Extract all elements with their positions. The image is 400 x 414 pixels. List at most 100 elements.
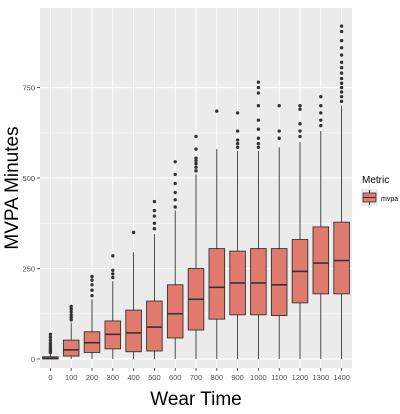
box-iqr bbox=[270, 248, 288, 316]
x-tick-label: 0 bbox=[48, 373, 52, 382]
y-tick-label: 0 bbox=[31, 355, 35, 364]
box-group bbox=[187, 134, 205, 359]
x-tick-label: 700 bbox=[190, 373, 203, 382]
box-iqr bbox=[146, 300, 163, 352]
outlier-point bbox=[194, 161, 198, 166]
y-tick-label: 500 bbox=[22, 174, 35, 183]
outlier-point bbox=[111, 268, 115, 273]
box-group bbox=[208, 109, 226, 359]
legend: Metric mvpa bbox=[361, 175, 398, 206]
outlier-point bbox=[194, 169, 198, 173]
outlier-point bbox=[319, 111, 323, 115]
x-tick-label: 1400 bbox=[333, 373, 350, 382]
outlier-point bbox=[194, 165, 198, 169]
outlier-point bbox=[173, 205, 177, 209]
outlier-point bbox=[339, 65, 344, 70]
x-tick-label: 200 bbox=[86, 373, 99, 382]
outlier-point bbox=[339, 46, 344, 50]
outlier-point bbox=[152, 214, 157, 218]
box-iqr bbox=[166, 284, 184, 339]
x-axis-title: Wear Time bbox=[150, 389, 242, 409]
outlier-point bbox=[298, 134, 302, 139]
x-tick-label: 800 bbox=[211, 373, 224, 382]
box-iqr bbox=[250, 248, 267, 316]
outlier-point bbox=[194, 147, 198, 151]
outlier-point bbox=[339, 81, 344, 85]
outlier-point bbox=[235, 141, 240, 146]
outlier-point bbox=[339, 38, 344, 43]
outlier-point bbox=[152, 208, 157, 213]
box-group bbox=[146, 199, 163, 359]
box-iqr bbox=[312, 226, 330, 295]
outlier-point bbox=[319, 94, 323, 99]
outlier-point bbox=[319, 103, 323, 108]
x-tick-label: 600 bbox=[169, 373, 182, 382]
box-iqr bbox=[62, 339, 80, 357]
outlier-point bbox=[256, 80, 261, 84]
outlier-point bbox=[152, 227, 157, 231]
outlier-point bbox=[152, 199, 157, 204]
outlier-point bbox=[319, 118, 323, 122]
y-tick-label: 750 bbox=[22, 84, 35, 93]
y-tick-label: 250 bbox=[22, 265, 35, 274]
x-tick-label: 900 bbox=[231, 373, 244, 382]
legend-series-label: mvpa bbox=[381, 196, 398, 203]
outlier-point bbox=[339, 71, 344, 75]
outlier-point bbox=[235, 145, 240, 149]
x-tick-label: 400 bbox=[127, 373, 140, 382]
box-iqr bbox=[125, 309, 142, 353]
outlier-point bbox=[339, 29, 344, 34]
outlier-point bbox=[235, 138, 240, 142]
x-tick-label: 1200 bbox=[292, 373, 309, 382]
outlier-point bbox=[90, 274, 94, 279]
box-group bbox=[62, 304, 80, 359]
outlier-point bbox=[90, 288, 94, 292]
y-axis-title: MVPA Minutes bbox=[2, 126, 23, 249]
outlier-point bbox=[90, 283, 94, 287]
x-tick-label: 300 bbox=[107, 373, 120, 382]
outlier-point bbox=[111, 275, 115, 280]
box-group bbox=[291, 103, 309, 359]
axis-layer: 0 250 500 750 0 100 200 300 400 500 600 700 800 900 10… bbox=[22, 84, 349, 382]
outlier-point bbox=[90, 278, 94, 282]
outlier-point bbox=[69, 304, 73, 309]
box-group bbox=[333, 24, 350, 359]
outlier-point bbox=[256, 145, 261, 149]
outlier-point bbox=[256, 141, 261, 146]
box-group bbox=[270, 103, 288, 359]
outlier-point bbox=[48, 335, 53, 339]
outlier-point bbox=[48, 332, 53, 337]
outlier-point bbox=[173, 198, 177, 202]
outlier-point bbox=[339, 94, 344, 99]
outlier-point bbox=[298, 129, 302, 133]
outlier-point bbox=[277, 129, 281, 133]
x-tick-label: 1100 bbox=[271, 373, 287, 382]
outlier-point bbox=[194, 158, 198, 163]
box-group bbox=[229, 111, 246, 359]
outlier-point bbox=[256, 103, 261, 108]
outlier-point bbox=[111, 254, 115, 258]
outlier-point bbox=[235, 111, 240, 115]
x-tick-label: 1000 bbox=[250, 373, 267, 382]
outlier-point bbox=[90, 293, 94, 298]
box-group bbox=[42, 332, 59, 360]
outlier-point bbox=[69, 310, 73, 314]
outlier-point bbox=[173, 190, 177, 195]
outlier-point bbox=[298, 122, 302, 126]
outlier-point bbox=[48, 341, 53, 345]
outlier-point bbox=[194, 156, 198, 160]
box-layer bbox=[42, 24, 350, 360]
box-group bbox=[125, 230, 142, 359]
outlier-point bbox=[194, 134, 198, 139]
x-tick-label: 1300 bbox=[312, 373, 329, 382]
outlier-point bbox=[173, 181, 177, 186]
outlier-point bbox=[152, 221, 157, 225]
outlier-point bbox=[69, 318, 73, 322]
outlier-point bbox=[173, 172, 177, 177]
outlier-point bbox=[277, 103, 281, 108]
outlier-point bbox=[277, 136, 281, 140]
outlier-point bbox=[298, 103, 302, 108]
outlier-point bbox=[69, 315, 73, 320]
outlier-point bbox=[256, 91, 261, 95]
